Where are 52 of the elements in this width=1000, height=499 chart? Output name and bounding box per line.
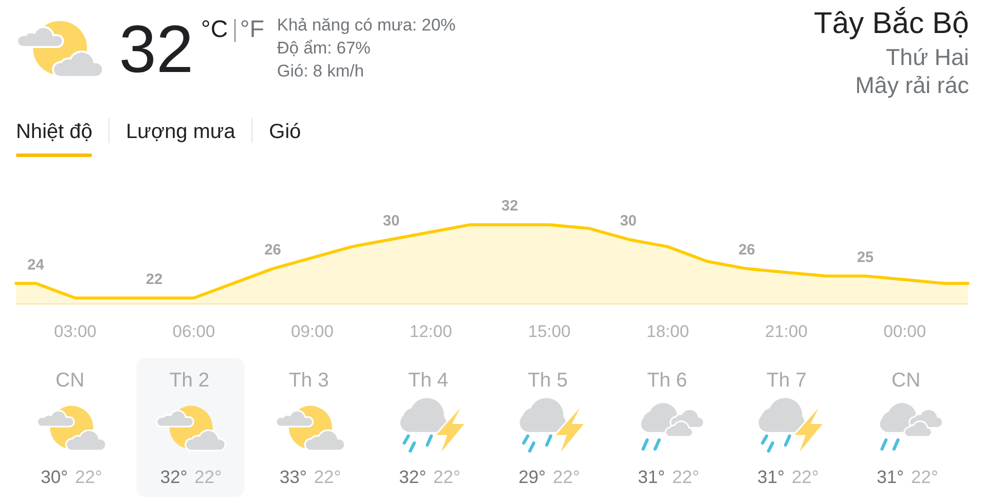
- text: Tây Bắc Bộ: [814, 6, 969, 40]
- data-label: 22°: [194, 467, 222, 487]
- text: °C: [201, 16, 228, 43]
- text: °F: [240, 16, 264, 43]
- data-label: 31°: [876, 467, 904, 487]
- data-label: 31°: [757, 467, 785, 487]
- category-label: Th 2: [169, 370, 210, 392]
- data-label: 22°: [433, 467, 461, 487]
- category-label: CN: [892, 370, 920, 392]
- data-label: 25: [856, 249, 874, 266]
- category-label: Th 6: [647, 370, 688, 392]
- text: Nhiệt độ: [16, 120, 92, 143]
- x-tick-label: 03:00: [54, 322, 97, 341]
- data-label: 22°: [552, 467, 580, 487]
- text: Mây rải rác: [855, 72, 969, 98]
- data-label: 32: [501, 198, 518, 215]
- text: Gió: 8 km/h: [277, 62, 364, 80]
- x-tick-label: 00:00: [884, 322, 926, 341]
- category-label: Th 7: [766, 370, 807, 392]
- category-label: Th 4: [408, 370, 448, 392]
- x-tick-label: 18:00: [646, 322, 690, 341]
- data-label: 22°: [314, 467, 342, 487]
- data-label: 29°: [518, 467, 546, 487]
- text: 32: [119, 12, 194, 87]
- x-tick-label: 15:00: [528, 322, 571, 341]
- data-label: 30: [382, 212, 400, 230]
- data-label: 26: [738, 242, 756, 259]
- data-label: 22°: [75, 467, 102, 487]
- data-label: 22°: [911, 467, 938, 487]
- category-label: CN: [56, 370, 84, 392]
- text: Khả năng có mưa: 20%: [277, 16, 456, 34]
- x-tick-label: 09:00: [290, 322, 334, 341]
- text: Thứ Hai: [886, 44, 969, 70]
- text: Độ ẩm: 67%: [277, 38, 371, 58]
- data-label: 30: [620, 212, 637, 230]
- data-label: 33°: [280, 467, 307, 487]
- x-tick-label: 06:00: [172, 322, 216, 341]
- text: Gió: [269, 120, 301, 143]
- text: Lượng mưa: [126, 120, 236, 143]
- data-label: 22°: [792, 467, 819, 487]
- data-label: 30°: [40, 467, 68, 487]
- data-label: 24: [27, 256, 45, 274]
- x-tick-label: 21:00: [765, 322, 808, 341]
- x-tick-label: 12:00: [410, 322, 452, 341]
- data-label: 31°: [638, 467, 666, 487]
- data-label: 32°: [399, 467, 426, 487]
- category-label: Th 3: [288, 370, 329, 392]
- data-label: 22°: [672, 467, 700, 487]
- data-label: 32°: [160, 467, 188, 487]
- category-label: Th 5: [528, 370, 568, 392]
- data-label: 22: [146, 271, 163, 288]
- data-label: 26: [264, 242, 282, 259]
